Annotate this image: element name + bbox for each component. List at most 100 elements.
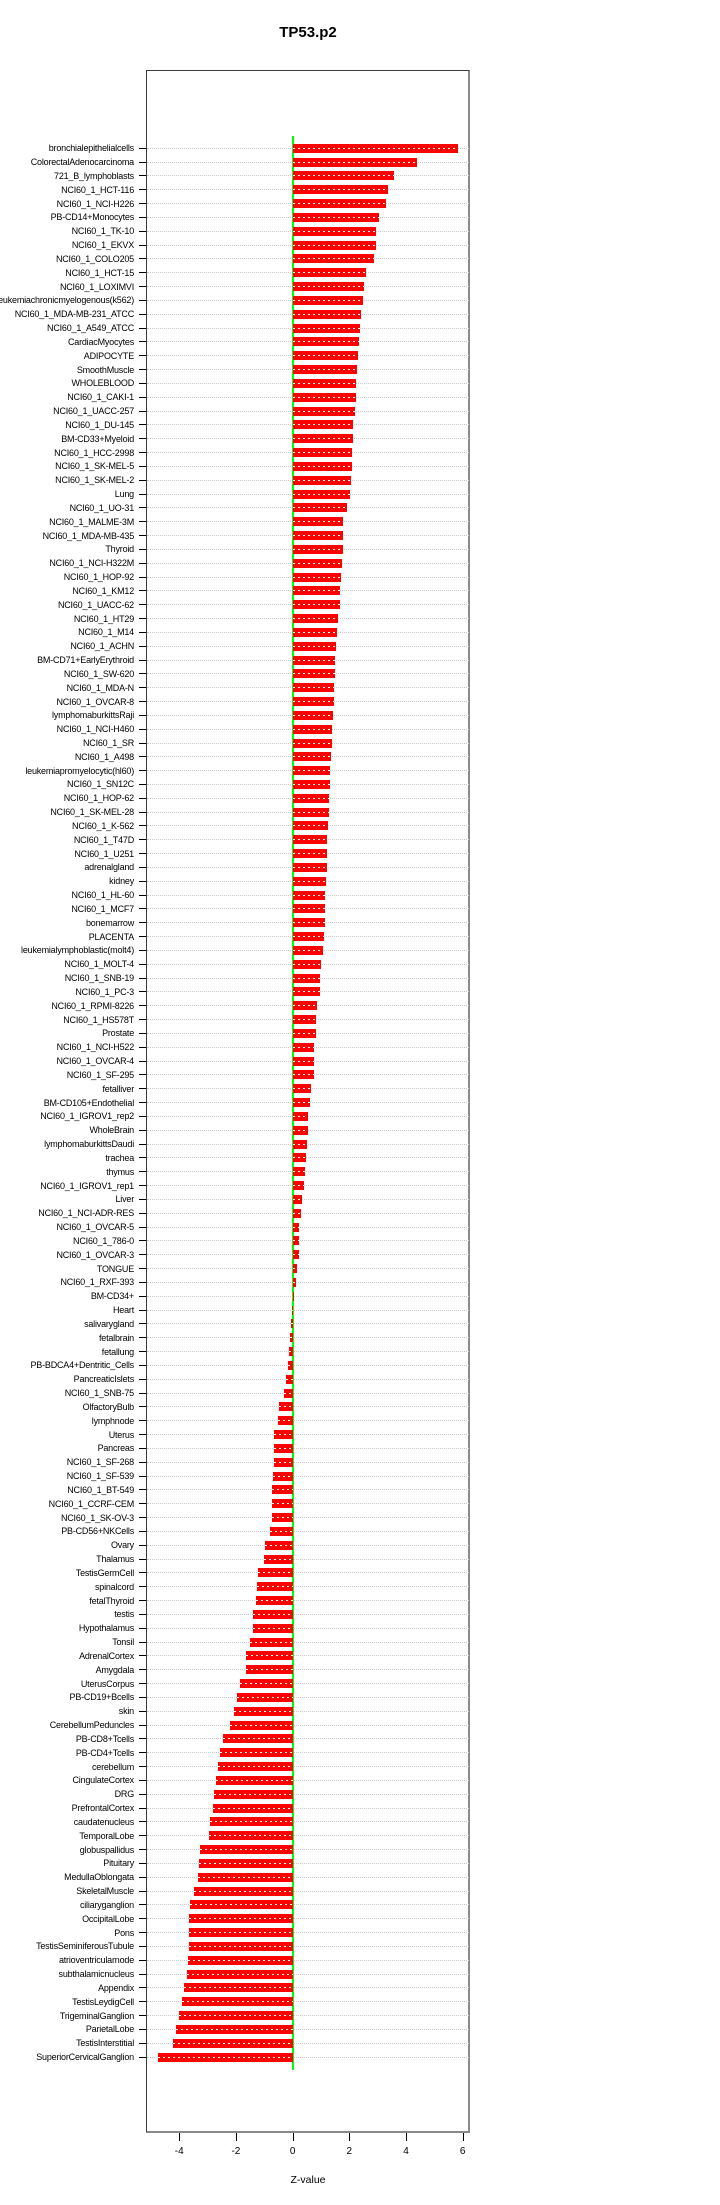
row-label: NCI60_1_MDA-MB-231_ATCC (14, 309, 134, 320)
bar (292, 365, 357, 375)
bar (246, 1651, 293, 1661)
y-tick (139, 1876, 146, 1878)
bar (292, 641, 337, 651)
bar (234, 1706, 293, 1716)
bar-grid-overlay (292, 853, 327, 855)
bar-grid-overlay (291, 1323, 293, 1325)
bar (271, 1513, 293, 1523)
row-label: NCI60_1_HCT-116 (61, 184, 134, 195)
bar (292, 434, 353, 444)
y-tick (139, 880, 146, 882)
row-label: NCI60_1_HL-60 (71, 890, 135, 901)
bar (292, 268, 367, 278)
row-label: WholeBrain (89, 1125, 134, 1136)
y-tick (139, 631, 146, 633)
bar (272, 1499, 293, 1509)
row-label: NCI60_1_EKVX (71, 240, 134, 251)
bar-grid-overlay (292, 604, 340, 606)
y-tick (139, 714, 146, 716)
bar (292, 890, 326, 900)
bar-grid-overlay (253, 1627, 293, 1629)
y-tick (139, 977, 146, 979)
row-label: SkeletalMuscle (76, 1886, 134, 1897)
gridline (147, 1281, 469, 1283)
bar-grid-overlay (216, 1779, 293, 1781)
y-tick (139, 548, 146, 550)
y-tick (139, 1046, 146, 1048)
bar (292, 1001, 317, 1011)
bar (292, 807, 329, 817)
row-label: OccipitalLobe (82, 1913, 134, 1924)
y-tick (139, 1973, 146, 1975)
gridline (147, 1973, 469, 1975)
x-tick-label: 4 (403, 2146, 409, 2157)
y-tick (139, 949, 146, 951)
row-label: PB-CD14+Monocytes (50, 212, 135, 223)
gridline (147, 1835, 469, 1837)
bar (273, 1457, 293, 1467)
bar-grid-overlay (292, 811, 329, 813)
bar (173, 2038, 293, 2048)
bar (290, 1333, 293, 1343)
y-tick (139, 1669, 146, 1671)
bar-grid-overlay (292, 1212, 302, 1214)
gridline (147, 1378, 469, 1380)
y-tick (139, 673, 146, 675)
y-tick (139, 1600, 146, 1602)
row-label: PLACENTA (88, 931, 134, 942)
y-tick (139, 1032, 146, 1034)
bar-grid-overlay (292, 299, 363, 301)
row-label: Lung (114, 489, 134, 499)
y-tick (139, 1226, 146, 1228)
row-label: salivarygland (84, 1318, 134, 1329)
bar (273, 1443, 293, 1453)
gridline (147, 1627, 469, 1629)
x-tick (235, 2133, 237, 2141)
bar (292, 600, 340, 610)
row-label: caudatenucleus (73, 1816, 134, 1827)
y-tick (139, 1835, 146, 1837)
gridline (147, 2001, 469, 2003)
y-tick (139, 258, 146, 260)
bar (189, 1928, 293, 1938)
gridline (147, 1987, 469, 1989)
y-tick (139, 175, 146, 177)
bar (292, 448, 353, 458)
bar (292, 475, 351, 485)
y-tick (139, 1683, 146, 1685)
bar-grid-overlay (292, 1129, 308, 1131)
row-label: adrenalgland (84, 862, 134, 873)
row-label: NCI60_1_UACC-257 (53, 406, 134, 417)
bar-grid-overlay (292, 548, 343, 550)
bar (292, 406, 355, 416)
bar (292, 1056, 315, 1066)
bar (292, 212, 380, 222)
row-label: NCI60_1_UACC-62 (57, 599, 134, 610)
bar-grid-overlay (292, 783, 330, 785)
row-label: bonemarrow (85, 917, 134, 928)
row-label: NCI60_1_M14 (78, 627, 134, 638)
gridline (147, 1143, 469, 1145)
y-tick (139, 2056, 146, 2058)
row-label: NCI60_1_OVCAR-4 (56, 1056, 134, 1067)
bar-grid-overlay (186, 1973, 293, 1975)
y-tick (139, 1849, 146, 1851)
bar (292, 143, 459, 153)
bar (292, 1153, 306, 1163)
bar (292, 199, 386, 209)
bar-grid-overlay (209, 1821, 293, 1823)
gridline (147, 1364, 469, 1366)
y-tick (139, 244, 146, 246)
y-tick (139, 770, 146, 772)
bar-grid-overlay (286, 1378, 293, 1380)
gridline (147, 1862, 469, 1864)
y-tick (139, 811, 146, 813)
y-tick (139, 410, 146, 412)
row-label: NCI60_1_MDA-MB-435 (42, 530, 135, 541)
bar (292, 987, 320, 997)
bar (284, 1388, 293, 1398)
x-tick (292, 2133, 294, 2141)
y-tick (139, 604, 146, 606)
row-label: Liver (115, 1194, 134, 1205)
gridline (147, 1323, 469, 1325)
